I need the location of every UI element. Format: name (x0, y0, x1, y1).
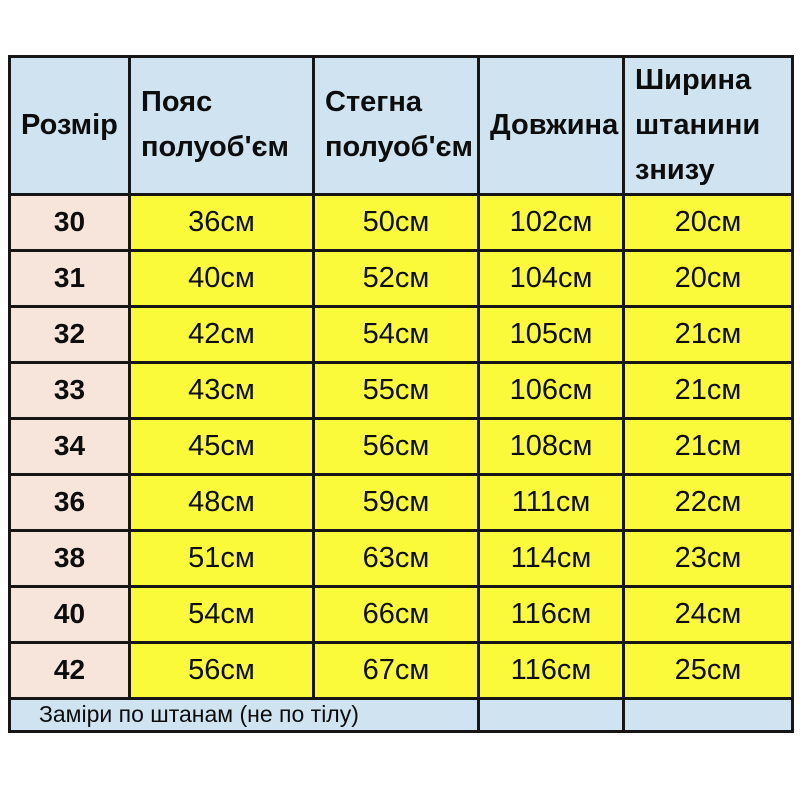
waist-value-cell: 51см (128, 528, 315, 588)
hips-value-cell: 63см (312, 528, 480, 588)
size-cell: 42 (8, 640, 131, 700)
waist-value-cell: 42см (128, 304, 315, 364)
length-value-cell: 111см (477, 472, 625, 532)
hips-value-cell: 56см (312, 416, 480, 476)
leg_width-value-cell: 20см (622, 192, 794, 252)
hips-value-cell: 66см (312, 584, 480, 644)
table-row: 38 51см 63см 114см 23см (8, 528, 794, 588)
waist-value-cell: 40см (128, 248, 315, 308)
length-value-cell: 106см (477, 360, 625, 420)
table-row: 36 48см 59см 111см 22см (8, 472, 794, 532)
footer-note: Заміри по штанам (не по тілу) (8, 696, 480, 733)
length-value-cell: 116см (477, 584, 625, 644)
size-cell: 31 (8, 248, 131, 308)
leg_width-value-cell: 21см (622, 304, 794, 364)
waist-value-cell: 48см (128, 472, 315, 532)
footer-empty-cell (477, 696, 625, 733)
leg_width-value-cell: 25см (622, 640, 794, 700)
length-value-cell: 105см (477, 304, 625, 364)
size-cell: 30 (8, 192, 131, 252)
hips-value-cell: 67см (312, 640, 480, 700)
size-cell: 36 (8, 472, 131, 532)
table-row: 42 56см 67см 116см 25см (8, 640, 794, 700)
waist-value-cell: 56см (128, 640, 315, 700)
size-chart-table: Розмір Пояс полуоб'єм Стегна полуоб'єм Д… (8, 55, 794, 733)
leg_width-value-cell: 23см (622, 528, 794, 588)
waist-value-cell: 45см (128, 416, 315, 476)
size-cell: 40 (8, 584, 131, 644)
column-header-waist: Пояс полуоб'єм (128, 55, 315, 196)
waist-value-cell: 36см (128, 192, 315, 252)
hips-value-cell: 50см (312, 192, 480, 252)
size-cell: 38 (8, 528, 131, 588)
waist-value-cell: 54см (128, 584, 315, 644)
length-value-cell: 114см (477, 528, 625, 588)
hips-value-cell: 52см (312, 248, 480, 308)
table-row: 40 54см 66см 116см 24см (8, 584, 794, 644)
table-row: 30 36см 50см 102см 20см (8, 192, 794, 252)
hips-value-cell: 59см (312, 472, 480, 532)
column-header-length: Довжина (477, 55, 625, 196)
column-header-hips: Стегна полуоб'єм (312, 55, 480, 196)
column-header-leg-width: Ширина штанини знизу (622, 55, 794, 196)
column-header-size: Розмір (8, 55, 131, 196)
table-row: 34 45см 56см 108см 21см (8, 416, 794, 476)
leg_width-value-cell: 21см (622, 360, 794, 420)
footer-empty-cell (622, 696, 794, 733)
size-cell: 33 (8, 360, 131, 420)
table-header: Розмір Пояс полуоб'єм Стегна полуоб'єм Д… (8, 55, 794, 196)
size-cell: 32 (8, 304, 131, 364)
table-row: 32 42см 54см 105см 21см (8, 304, 794, 364)
leg_width-value-cell: 24см (622, 584, 794, 644)
length-value-cell: 108см (477, 416, 625, 476)
length-value-cell: 116см (477, 640, 625, 700)
length-value-cell: 104см (477, 248, 625, 308)
table-footer: Заміри по штанам (не по тілу) (8, 696, 794, 733)
leg_width-value-cell: 21см (622, 416, 794, 476)
footer-row: Заміри по штанам (не по тілу) (8, 696, 794, 733)
leg_width-value-cell: 20см (622, 248, 794, 308)
hips-value-cell: 54см (312, 304, 480, 364)
leg_width-value-cell: 22см (622, 472, 794, 532)
table-body: 30 36см 50см 102см 20см 31 40см 52см 104см 20см 32… (8, 192, 794, 700)
length-value-cell: 102см (477, 192, 625, 252)
table-row: 33 43см 55см 106см 21см (8, 360, 794, 420)
table-row: 31 40см 52см 104см 20см (8, 248, 794, 308)
size-cell: 34 (8, 416, 131, 476)
waist-value-cell: 43см (128, 360, 315, 420)
hips-value-cell: 55см (312, 360, 480, 420)
header-row: Розмір Пояс полуоб'єм Стегна полуоб'єм Д… (8, 55, 794, 196)
